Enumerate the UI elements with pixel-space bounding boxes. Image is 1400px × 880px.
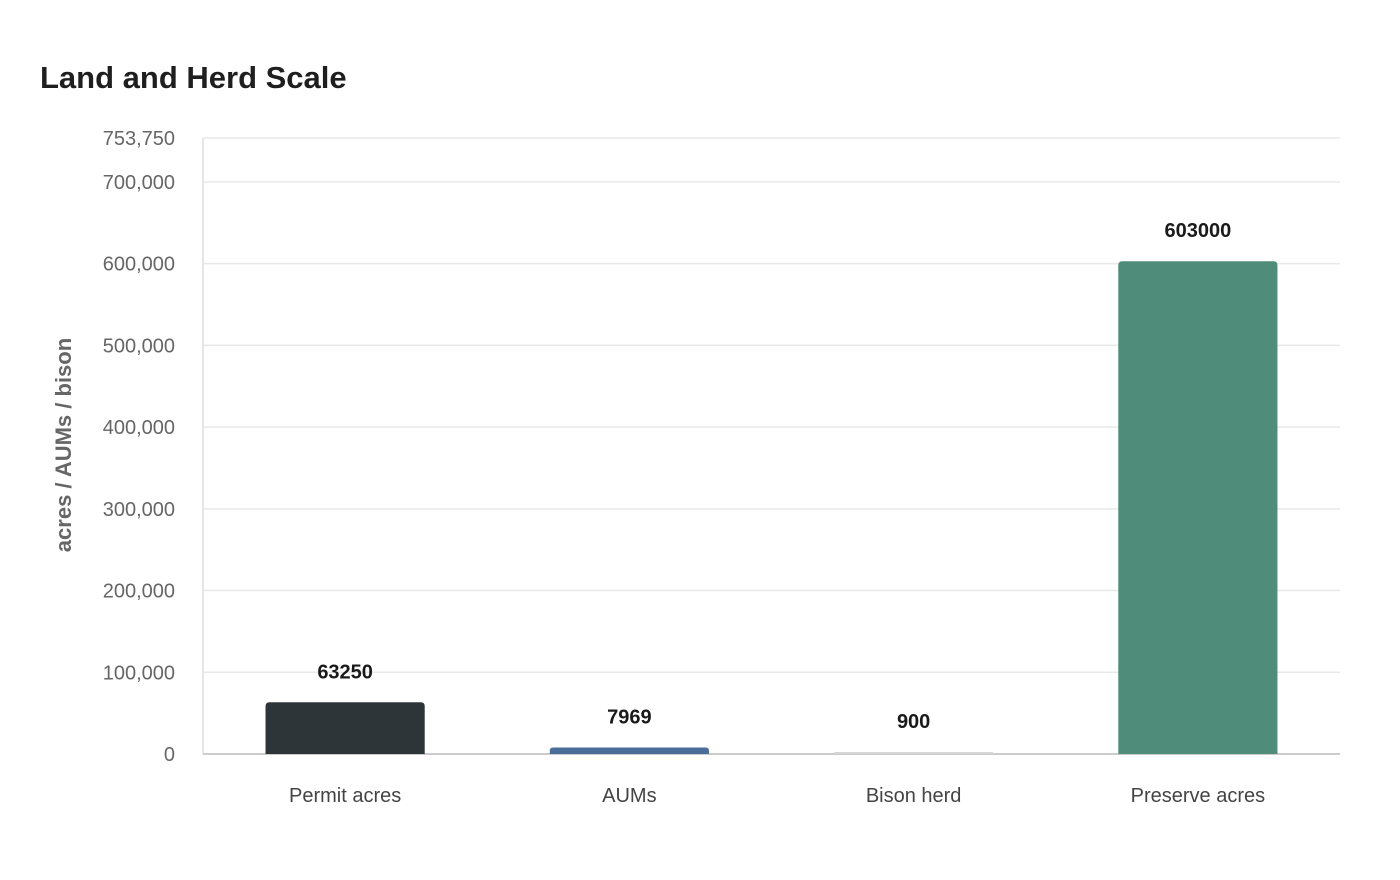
y-tick-label: 700,000 xyxy=(103,172,175,194)
chart-title: Land and Herd Scale xyxy=(40,60,347,95)
x-tick-label: AUMs xyxy=(602,785,656,807)
y-tick-label: 500,000 xyxy=(103,335,175,357)
gridlines xyxy=(203,137,1340,674)
y-tick-label: 200,000 xyxy=(103,581,175,603)
bar-preserve-acres xyxy=(1118,261,1278,754)
data-label: 900 xyxy=(897,711,930,733)
bar-permit-acres xyxy=(265,702,425,754)
y-tick-label: 300,000 xyxy=(103,499,175,521)
data-label: 63250 xyxy=(317,661,373,683)
y-tick-label: 100,000 xyxy=(103,662,175,684)
y-axis-title: acres / AUMs / bison xyxy=(51,338,76,552)
x-tick-label: Preserve acres xyxy=(1131,785,1266,807)
y-tick-label: 600,000 xyxy=(103,254,175,276)
bar-bison-herd xyxy=(834,752,994,754)
y-tick-label: 0 xyxy=(164,744,175,766)
bars xyxy=(265,261,1278,754)
y-tick-label: 753,750 xyxy=(103,128,175,150)
labels: 0 100,000 200,000 300,000 400,000 500,000 600,… xyxy=(103,128,1265,807)
x-tick-label: Bison herd xyxy=(866,785,962,807)
y-tick-label: 400,000 xyxy=(103,417,175,439)
x-tick-label: Permit acres xyxy=(289,785,401,807)
data-label: 603000 xyxy=(1165,220,1232,242)
data-label: 7969 xyxy=(607,706,652,728)
bar-aums xyxy=(549,747,709,754)
